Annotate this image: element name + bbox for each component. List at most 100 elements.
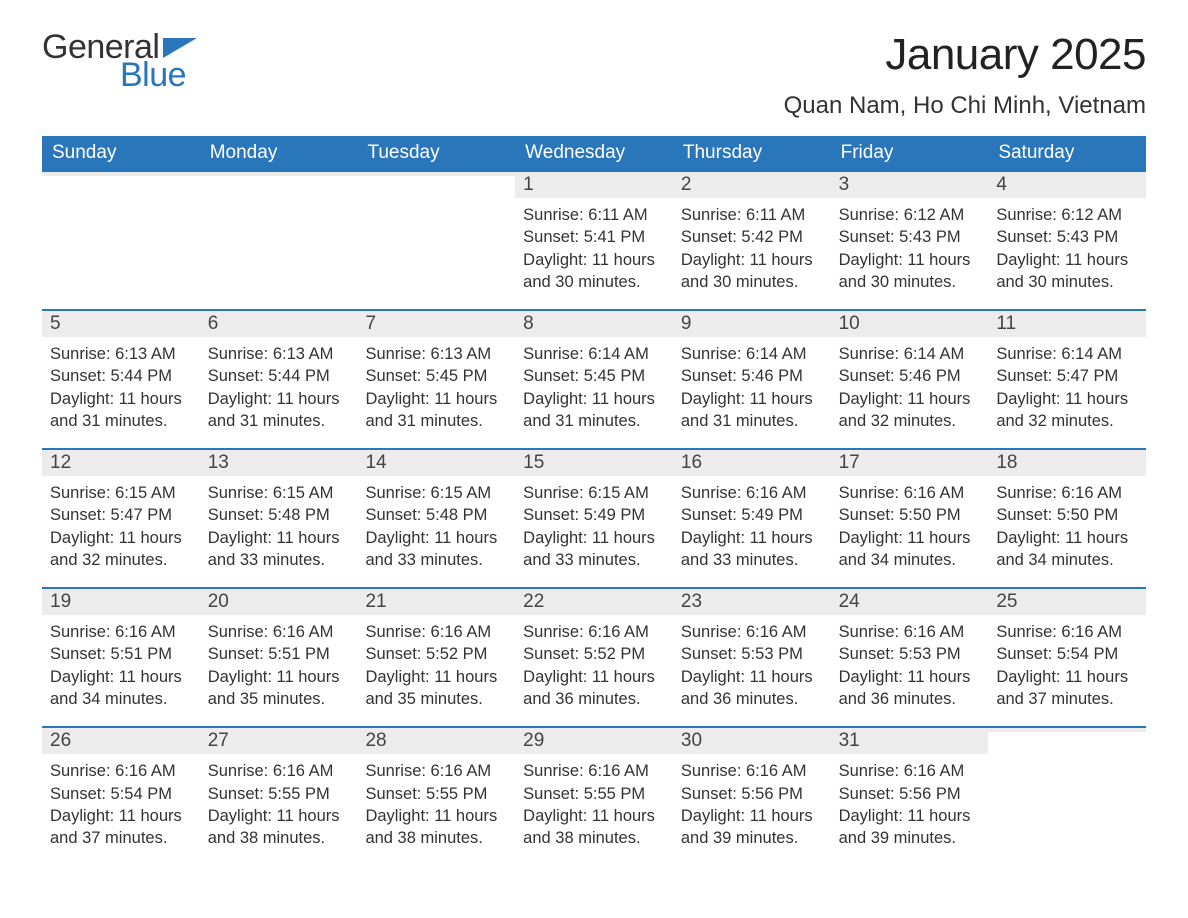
sunset-text: Sunset: 5:55 PM xyxy=(365,783,507,805)
daylight1-text: Daylight: 11 hours xyxy=(996,527,1138,549)
sunset-text: Sunset: 5:49 PM xyxy=(681,504,823,526)
sunrise-text: Sunrise: 6:16 AM xyxy=(365,621,507,643)
sunrise-text: Sunrise: 6:16 AM xyxy=(50,621,192,643)
day-number: 6 xyxy=(200,309,358,337)
daylight1-text: Daylight: 11 hours xyxy=(839,388,981,410)
calendar-cell: 21Sunrise: 6:16 AMSunset: 5:52 PMDayligh… xyxy=(357,587,515,726)
daylight2-text: and 33 minutes. xyxy=(365,549,507,571)
month-title: January 2025 xyxy=(784,30,1146,80)
daylight2-text: and 31 minutes. xyxy=(208,410,350,432)
sunset-text: Sunset: 5:54 PM xyxy=(996,643,1138,665)
sunset-text: Sunset: 5:41 PM xyxy=(523,226,665,248)
sunrise-text: Sunrise: 6:16 AM xyxy=(996,621,1138,643)
cell-content: Sunrise: 6:14 AMSunset: 5:47 PMDaylight:… xyxy=(988,337,1146,448)
sunrise-text: Sunrise: 6:15 AM xyxy=(208,482,350,504)
cell-content: Sunrise: 6:16 AMSunset: 5:53 PMDaylight:… xyxy=(831,615,989,726)
sunset-text: Sunset: 5:43 PM xyxy=(996,226,1138,248)
daylight1-text: Daylight: 11 hours xyxy=(523,805,665,827)
daylight2-text: and 32 minutes. xyxy=(839,410,981,432)
daylight1-text: Daylight: 11 hours xyxy=(996,388,1138,410)
sunset-text: Sunset: 5:43 PM xyxy=(839,226,981,248)
daylight2-text: and 31 minutes. xyxy=(365,410,507,432)
calendar-cell: 1Sunrise: 6:11 AMSunset: 5:41 PMDaylight… xyxy=(515,170,673,309)
cell-content: Sunrise: 6:15 AMSunset: 5:47 PMDaylight:… xyxy=(42,476,200,587)
daylight1-text: Daylight: 11 hours xyxy=(996,666,1138,688)
calendar: Sunday Monday Tuesday Wednesday Thursday… xyxy=(42,136,1146,865)
cell-content: Sunrise: 6:14 AMSunset: 5:45 PMDaylight:… xyxy=(515,337,673,448)
cell-content: Sunrise: 6:13 AMSunset: 5:44 PMDaylight:… xyxy=(200,337,358,448)
day-number: 16 xyxy=(673,448,831,476)
day-header-wed: Wednesday xyxy=(515,136,673,170)
calendar-cell: 19Sunrise: 6:16 AMSunset: 5:51 PMDayligh… xyxy=(42,587,200,726)
daylight2-text: and 32 minutes. xyxy=(50,549,192,571)
calendar-cell xyxy=(357,170,515,309)
cell-content: Sunrise: 6:16 AMSunset: 5:54 PMDaylight:… xyxy=(42,754,200,865)
day-number: 24 xyxy=(831,587,989,615)
daylight2-text: and 34 minutes. xyxy=(50,688,192,710)
calendar-cell: 28Sunrise: 6:16 AMSunset: 5:55 PMDayligh… xyxy=(357,726,515,865)
sunset-text: Sunset: 5:54 PM xyxy=(50,783,192,805)
sunrise-text: Sunrise: 6:14 AM xyxy=(996,343,1138,365)
cell-content: Sunrise: 6:15 AMSunset: 5:49 PMDaylight:… xyxy=(515,476,673,587)
cell-content: Sunrise: 6:16 AMSunset: 5:51 PMDaylight:… xyxy=(42,615,200,726)
location-text: Quan Nam, Ho Chi Minh, Vietnam xyxy=(784,92,1146,120)
calendar-cell: 22Sunrise: 6:16 AMSunset: 5:52 PMDayligh… xyxy=(515,587,673,726)
sunset-text: Sunset: 5:56 PM xyxy=(681,783,823,805)
calendar-cell: 29Sunrise: 6:16 AMSunset: 5:55 PMDayligh… xyxy=(515,726,673,865)
sunrise-text: Sunrise: 6:16 AM xyxy=(839,760,981,782)
calendar-cell: 25Sunrise: 6:16 AMSunset: 5:54 PMDayligh… xyxy=(988,587,1146,726)
daylight1-text: Daylight: 11 hours xyxy=(681,666,823,688)
calendar-cell: 24Sunrise: 6:16 AMSunset: 5:53 PMDayligh… xyxy=(831,587,989,726)
sunrise-text: Sunrise: 6:15 AM xyxy=(365,482,507,504)
day-number: 1 xyxy=(515,170,673,198)
logo: General Blue xyxy=(42,30,197,92)
sunset-text: Sunset: 5:44 PM xyxy=(208,365,350,387)
daylight2-text: and 30 minutes. xyxy=(681,271,823,293)
sunrise-text: Sunrise: 6:12 AM xyxy=(839,204,981,226)
cell-content: Sunrise: 6:16 AMSunset: 5:56 PMDaylight:… xyxy=(831,754,989,865)
daylight1-text: Daylight: 11 hours xyxy=(50,805,192,827)
daylight1-text: Daylight: 11 hours xyxy=(208,805,350,827)
sunrise-text: Sunrise: 6:16 AM xyxy=(523,621,665,643)
daylight1-text: Daylight: 11 hours xyxy=(839,249,981,271)
sunrise-text: Sunrise: 6:16 AM xyxy=(365,760,507,782)
calendar-cell: 10Sunrise: 6:14 AMSunset: 5:46 PMDayligh… xyxy=(831,309,989,448)
sunrise-text: Sunrise: 6:16 AM xyxy=(208,760,350,782)
daylight2-text: and 31 minutes. xyxy=(523,410,665,432)
calendar-cell xyxy=(988,726,1146,865)
weeks-container: 1Sunrise: 6:11 AMSunset: 5:41 PMDaylight… xyxy=(42,170,1146,865)
cell-content: Sunrise: 6:16 AMSunset: 5:50 PMDaylight:… xyxy=(831,476,989,587)
day-number: 29 xyxy=(515,726,673,754)
sunrise-text: Sunrise: 6:14 AM xyxy=(839,343,981,365)
sunset-text: Sunset: 5:53 PM xyxy=(839,643,981,665)
day-header-fri: Friday xyxy=(831,136,989,170)
daylight1-text: Daylight: 11 hours xyxy=(996,249,1138,271)
calendar-cell: 31Sunrise: 6:16 AMSunset: 5:56 PMDayligh… xyxy=(831,726,989,865)
daylight1-text: Daylight: 11 hours xyxy=(681,388,823,410)
cell-content: Sunrise: 6:16 AMSunset: 5:53 PMDaylight:… xyxy=(673,615,831,726)
day-number: 25 xyxy=(988,587,1146,615)
daylight2-text: and 30 minutes. xyxy=(996,271,1138,293)
calendar-cell: 9Sunrise: 6:14 AMSunset: 5:46 PMDaylight… xyxy=(673,309,831,448)
calendar-cell: 17Sunrise: 6:16 AMSunset: 5:50 PMDayligh… xyxy=(831,448,989,587)
cell-content: Sunrise: 6:16 AMSunset: 5:55 PMDaylight:… xyxy=(200,754,358,865)
cell-content: Sunrise: 6:11 AMSunset: 5:41 PMDaylight:… xyxy=(515,198,673,309)
cell-content: Sunrise: 6:12 AMSunset: 5:43 PMDaylight:… xyxy=(831,198,989,309)
daylight1-text: Daylight: 11 hours xyxy=(681,527,823,549)
daylight2-text: and 33 minutes. xyxy=(208,549,350,571)
day-number: 17 xyxy=(831,448,989,476)
daylight2-text: and 38 minutes. xyxy=(365,827,507,849)
daylight2-text: and 32 minutes. xyxy=(996,410,1138,432)
cell-content: Sunrise: 6:16 AMSunset: 5:54 PMDaylight:… xyxy=(988,615,1146,726)
day-number: 7 xyxy=(357,309,515,337)
sunrise-text: Sunrise: 6:16 AM xyxy=(839,482,981,504)
header: General Blue January 2025 Quan Nam, Ho C… xyxy=(42,30,1146,130)
daylight1-text: Daylight: 11 hours xyxy=(523,249,665,271)
calendar-cell: 20Sunrise: 6:16 AMSunset: 5:51 PMDayligh… xyxy=(200,587,358,726)
day-number: 21 xyxy=(357,587,515,615)
cell-content: Sunrise: 6:15 AMSunset: 5:48 PMDaylight:… xyxy=(200,476,358,587)
daylight2-text: and 35 minutes. xyxy=(365,688,507,710)
daylight2-text: and 31 minutes. xyxy=(681,410,823,432)
day-number: 28 xyxy=(357,726,515,754)
sunset-text: Sunset: 5:56 PM xyxy=(839,783,981,805)
